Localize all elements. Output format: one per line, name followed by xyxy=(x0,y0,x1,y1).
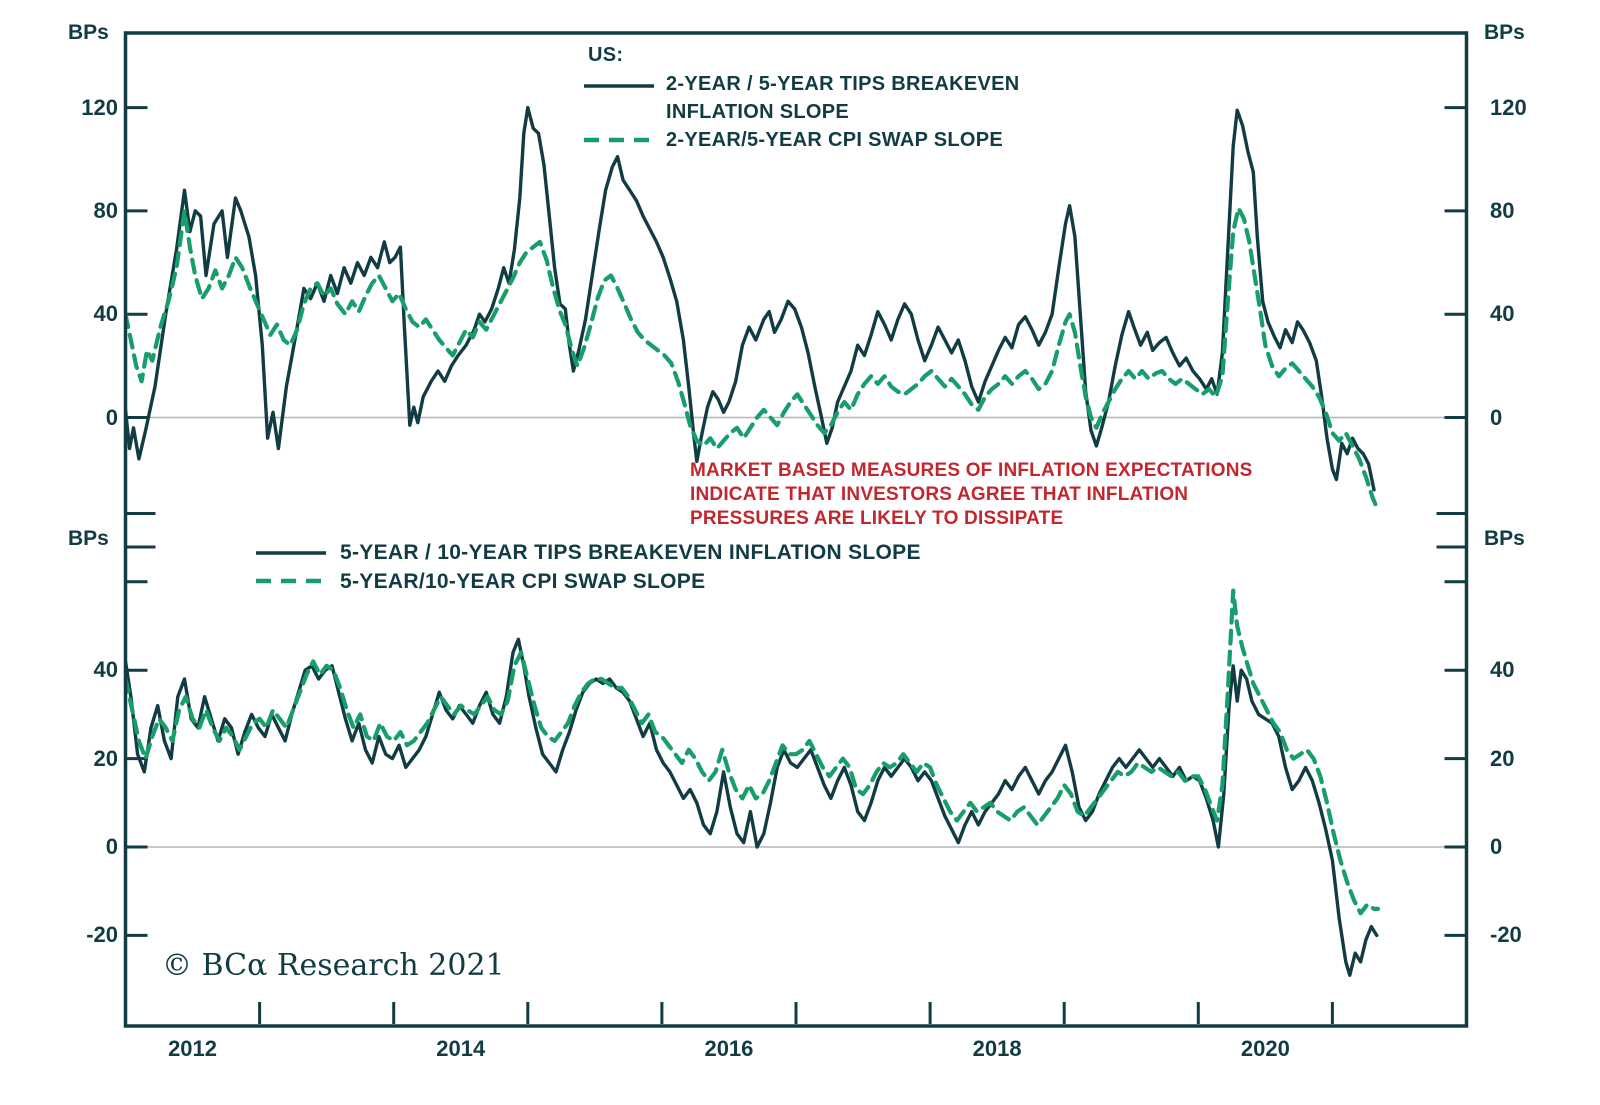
x-axis-year-label-2012: 2012 xyxy=(168,1036,218,1061)
x-axis-year-label-2018: 2018 xyxy=(972,1036,1022,1061)
y-axis-label-right-top-80: 80 xyxy=(1490,197,1515,223)
y-axis-label-right-bottom-0: 0 xyxy=(1490,834,1503,859)
tips-breakeven-line-bottom-panel xyxy=(127,637,1379,977)
y-axis-unit-bottom-right: BPs xyxy=(1484,527,1525,550)
y-axis-label-left-top-0: 0 xyxy=(105,404,118,430)
legend-label-cpi-5y10y: 5-YEAR/10-YEAR CPI SWAP SLOPE xyxy=(340,570,706,593)
y-axis-label-left-bottom--20: -20 xyxy=(86,922,118,948)
legend-label-cpi-2y5y: 2-YEAR/5-YEAR CPI SWAP SLOPE xyxy=(666,129,1003,151)
legend-title-us: US: xyxy=(588,44,624,66)
y-axis-label-right-top-0: 0 xyxy=(1490,404,1503,430)
annotation-line-2: INDICATE THAT INVESTORS AGREE THAT INFLA… xyxy=(690,484,1189,505)
y-axis-label-right-top-120: 120 xyxy=(1490,94,1527,120)
annotation-line-1: MARKET BASED MEASURES OF INFLATION EXPEC… xyxy=(690,460,1253,481)
tips-breakeven-line-top-panel xyxy=(127,105,1376,492)
legend-label-tips-2y5y-line1: 2-YEAR / 5-YEAR TIPS BREAKEVEN xyxy=(666,73,1020,95)
x-axis-year-label-2020: 2020 xyxy=(1240,1036,1290,1061)
y-axis-label-left-bottom-20: 20 xyxy=(93,745,118,771)
y-axis-unit-top-right: BPs xyxy=(1484,21,1525,44)
cpi-swap-line-top-panel xyxy=(127,206,1381,513)
plot-border xyxy=(123,31,1469,1028)
x-axis-year-label-2016: 2016 xyxy=(704,1036,754,1061)
y-axis-label-right-bottom--20: -20 xyxy=(1490,922,1522,948)
legend-label-tips-5y10y: 5-YEAR / 10-YEAR TIPS BREAKEVEN INFLATIO… xyxy=(340,541,921,564)
annotation-line-3: PRESSURES ARE LIKELY TO DISSIPATE xyxy=(690,508,1064,529)
cpi-swap-line-bottom-panel xyxy=(127,588,1381,916)
y-axis-label-right-top-40: 40 xyxy=(1490,301,1515,327)
y-axis-label-right-bottom-20: 20 xyxy=(1490,745,1515,771)
y-axis-label-left-bottom-0: 0 xyxy=(105,834,118,859)
legend-label-tips-2y5y-line2: INFLATION SLOPE xyxy=(666,101,850,123)
y-axis-label-left-top-120: 120 xyxy=(81,94,118,120)
y-axis-unit-top-left: BPs xyxy=(68,21,109,44)
y-axis-label-left-top-40: 40 xyxy=(93,301,118,327)
y-axis-label-left-bottom-40: 40 xyxy=(93,657,118,683)
y-axis-label-right-bottom-40: 40 xyxy=(1490,657,1515,683)
y-axis-unit-bottom-left: BPs xyxy=(68,527,109,550)
x-axis-year-label-2014: 2014 xyxy=(436,1036,486,1061)
y-axis-label-left-top-80: 80 xyxy=(93,197,118,223)
copyright-text: © BCα Research 2021 xyxy=(162,948,505,983)
